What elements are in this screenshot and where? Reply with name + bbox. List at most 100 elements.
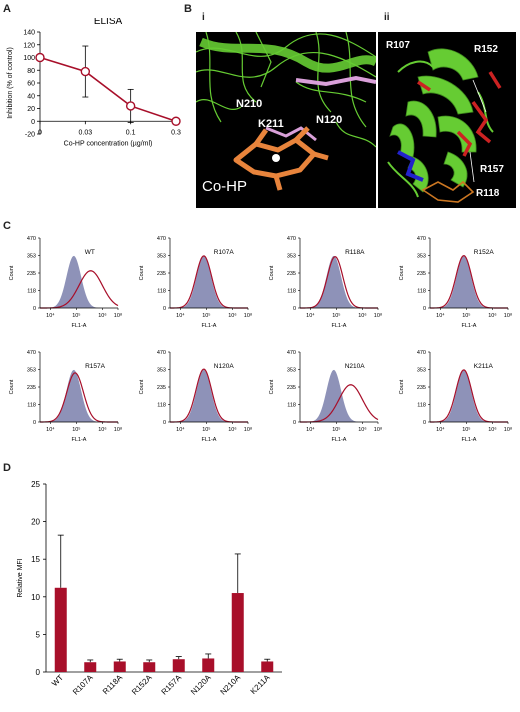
histogram-y-tick-label: 118 xyxy=(417,402,426,408)
histogram-r107a: 0 118 235 353 470 10⁴ 10⁵ 10⁶ 10⁸ FL1-A Count R107A xyxy=(139,236,252,329)
histogram-x-tick-label: 10⁸ xyxy=(504,312,512,319)
histogram-x-axis-label: FL1-A xyxy=(202,437,217,443)
chart-a-y-tick-label: 100 xyxy=(23,55,35,62)
histogram-x-tick-label: 10⁵ xyxy=(462,426,470,433)
histogram-sample-label: N120A xyxy=(214,363,235,370)
chart-d-bar xyxy=(172,659,185,672)
histogram-y-tick-label: 235 xyxy=(417,385,426,391)
roman-label-ii: ii xyxy=(384,12,390,23)
histogram-y-tick-label: 0 xyxy=(293,306,296,312)
histogram-x-tick-label: 10⁸ xyxy=(114,426,122,433)
chart-a-point xyxy=(171,116,181,126)
chart-d-y-tick-label: 0 xyxy=(36,668,41,677)
chart-a-y-tick-label: 20 xyxy=(27,106,35,113)
histogram-sample-label: R152A xyxy=(474,249,495,256)
chart-a-y-tick-label: 60 xyxy=(27,81,35,88)
histogram-y-tick-label: 118 xyxy=(287,288,296,294)
residue-label-r152: R152 xyxy=(474,44,498,55)
histogram-y-axis-label: Count xyxy=(9,379,15,394)
chart-d-bar xyxy=(261,661,274,672)
ligand-label-co-hp: Co-HP xyxy=(202,178,248,195)
histogram-y-tick-label: 470 xyxy=(27,236,36,242)
chart-a-x-tick-label: 0 xyxy=(38,129,42,136)
co-hp-structure-image xyxy=(196,32,376,208)
histogram-x-tick-label: 10⁸ xyxy=(244,312,252,319)
chart-d-bar xyxy=(54,587,67,672)
histogram-y-tick-label: 235 xyxy=(157,271,166,277)
histogram-x-tick-label: 10⁵ xyxy=(332,312,340,319)
histogram-y-tick-label: 0 xyxy=(163,420,166,426)
histogram-x-tick-label: 10⁶ xyxy=(228,312,236,319)
histogram-control-fill xyxy=(170,255,248,308)
histogram-y-tick-label: 235 xyxy=(27,385,36,391)
chart-a-x-axis-label: Co-HP concentration (µg/ml) xyxy=(64,140,153,147)
chart-a-x-tick-label: 0.03 xyxy=(79,129,93,136)
residue-label-n120: N120 xyxy=(316,114,343,126)
histogram-y-tick-label: 353 xyxy=(157,367,166,373)
histogram-grid: 0 118 235 353 470 10⁴ 10⁵ 10⁶ 10⁸ FL1-A Count WT 0 11… xyxy=(9,236,512,443)
relative-mfi-chart: 0 5 10 15 20 25 Relative MFI WT R107A R118A R152A R… xyxy=(17,480,282,697)
histogram-x-tick-label: 10⁴ xyxy=(436,426,445,433)
chart-d-x-tick-label: N120A xyxy=(189,673,213,697)
histogram-x-tick-label: 10⁶ xyxy=(228,426,236,433)
histogram-x-tick-label: 10⁵ xyxy=(72,426,80,433)
structure-panel-ii: ii xyxy=(378,12,516,208)
residue-label-k211: K211 xyxy=(258,118,284,130)
histogram-x-tick-label: 10⁴ xyxy=(176,312,185,319)
histogram-x-tick-label: 10⁶ xyxy=(358,426,366,433)
histogram-y-tick-label: 235 xyxy=(287,385,296,391)
chart-a-y-tick-label: 40 xyxy=(27,93,35,100)
chart-d-x-tick-label: K211A xyxy=(249,673,272,696)
chart-d-bar xyxy=(202,658,215,672)
histogram-n120a: 0 118 235 353 470 10⁴ 10⁵ 10⁶ 10⁸ FL1-A Count N120A xyxy=(139,350,252,443)
histogram-x-tick-label: 10⁴ xyxy=(306,426,315,433)
histogram-control-fill xyxy=(170,369,248,422)
histogram-x-tick-label: 10⁴ xyxy=(46,312,55,319)
histogram-y-tick-label: 353 xyxy=(27,367,36,373)
chart-d-y-tick-label: 5 xyxy=(36,630,41,639)
residue-label-r157: R157 xyxy=(480,164,504,175)
panel-letter-a: A xyxy=(3,3,11,15)
histogram-y-tick-label: 470 xyxy=(417,350,426,356)
chart-a-title: ELISA xyxy=(94,18,123,27)
histogram-r118a: 0 118 235 353 470 10⁴ 10⁵ 10⁶ 10⁸ FL1-A Count R118A xyxy=(269,236,382,329)
histogram-y-tick-label: 353 xyxy=(287,367,296,373)
histogram-x-tick-label: 10⁸ xyxy=(374,312,382,319)
chart-a-y-tick-label: -20 xyxy=(25,132,35,139)
histogram-y-tick-label: 470 xyxy=(157,350,166,356)
histogram-x-tick-label: 10⁴ xyxy=(436,312,445,319)
chart-a-y-tick-label: 140 xyxy=(23,30,35,37)
histogram-control-fill xyxy=(40,369,118,422)
chart-a-y-tick-label: 0 xyxy=(31,119,35,126)
histogram-y-tick-label: 353 xyxy=(157,253,166,259)
histogram-y-tick-label: 470 xyxy=(417,236,426,242)
chart-a-x-tick-label: 0.1 xyxy=(126,129,136,136)
histogram-control-fill xyxy=(430,255,508,308)
histogram-y-axis-label: Count xyxy=(139,265,145,280)
histogram-x-tick-label: 10⁴ xyxy=(306,312,315,319)
histogram-k211a: 0 118 235 353 470 10⁴ 10⁵ 10⁶ 10⁸ FL1-A Count K211A xyxy=(399,350,512,443)
chart-d-x-tick-label: R157A xyxy=(159,673,183,697)
histogram-x-tick-label: 10⁶ xyxy=(98,426,106,433)
chart-d-y-tick-label: 20 xyxy=(31,518,40,527)
chart-a-point xyxy=(35,52,45,63)
panel-letter-c: C xyxy=(3,220,11,232)
histogram-y-tick-label: 0 xyxy=(33,420,36,426)
histogram-sample-label: R107A xyxy=(214,249,235,256)
histogram-y-tick-label: 470 xyxy=(27,350,36,356)
panel-letter-b: B xyxy=(184,3,192,15)
chart-d-x-tick-label: R152A xyxy=(130,673,154,697)
chart-d-x-tick-label: N210A xyxy=(218,673,242,697)
histogram-control-fill xyxy=(40,255,118,308)
histogram-x-tick-label: 10⁶ xyxy=(488,426,496,433)
histogram-y-tick-label: 470 xyxy=(287,236,296,242)
histogram-y-tick-label: 353 xyxy=(287,253,296,259)
histogram-x-tick-label: 10⁸ xyxy=(504,426,512,433)
histogram-y-tick-label: 235 xyxy=(417,271,426,277)
histogram-x-tick-label: 10⁵ xyxy=(72,312,80,319)
histogram-x-tick-label: 10⁶ xyxy=(98,312,106,319)
histogram-y-tick-label: 353 xyxy=(417,367,426,373)
histogram-r157a: 0 118 235 353 470 10⁴ 10⁵ 10⁶ 10⁸ FL1-A Count R157A xyxy=(9,350,122,443)
